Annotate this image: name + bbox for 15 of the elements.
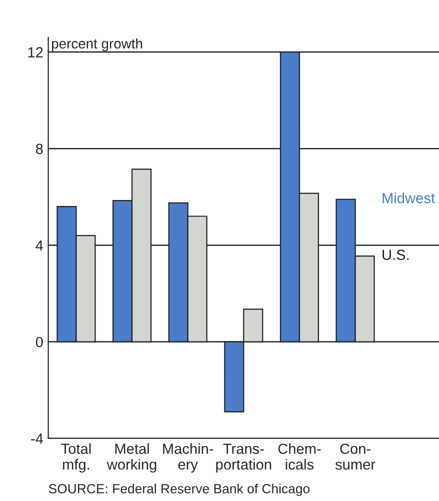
y-tick-label: 4 xyxy=(36,240,44,251)
y-tick-label: 0 xyxy=(36,336,43,348)
x-tick-label: Machin- ery xyxy=(163,443,214,473)
x-tick-label: Metal working xyxy=(106,443,156,473)
y-tick-label: -4 xyxy=(31,434,44,444)
y-tick-label: 12 xyxy=(28,47,43,58)
series-label: U.S. xyxy=(382,250,409,260)
source-note: SOURCE: Federal Reserve Bank of Chicago xyxy=(48,484,310,496)
y-tick-label: 8 xyxy=(36,144,43,154)
x-tick-label: Trans- portation xyxy=(216,444,272,473)
y-axis-title: percent growth xyxy=(52,38,142,52)
x-tick-label: Total mfg. xyxy=(61,443,91,473)
series-label: Midwest xyxy=(382,192,435,204)
x-tick-label: Con- sumer xyxy=(335,444,376,470)
x-tick-label: Chem- icals xyxy=(278,443,321,470)
